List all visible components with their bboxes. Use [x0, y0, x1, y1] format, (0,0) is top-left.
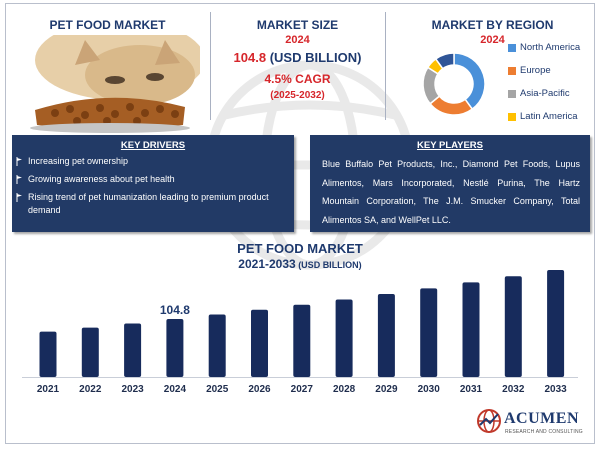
region-donut-chart	[422, 52, 486, 116]
logo-tagline: RESEARCH AND CONSULTING	[505, 429, 583, 435]
chart-title: PET FOOD MARKET	[237, 241, 363, 256]
driver-item: Rising trend of pet humanization leading…	[16, 191, 294, 217]
legend-swatch	[508, 43, 516, 52]
x-tick-label: 2025	[206, 384, 229, 395]
bar-2021	[39, 331, 57, 377]
flag-bullet-icon	[16, 193, 22, 202]
market-size-value: 104.8	[233, 50, 267, 65]
cat-eating-image	[15, 35, 200, 133]
key-drivers-panel: KEY DRIVERS Increasing pet ownership Gro…	[12, 135, 294, 232]
bar-2033	[547, 270, 565, 377]
x-tick-label: 2029	[375, 384, 398, 395]
x-tick-label: 2033	[544, 384, 567, 395]
chart-subtitle: 2021-2033 (USD BILLION)	[0, 257, 600, 271]
region-title: MARKET BY REGION	[431, 18, 554, 32]
driver-text: Growing awareness about pet health	[28, 174, 175, 184]
data-label-2033: 155.4	[541, 265, 571, 268]
separator-right	[385, 12, 386, 120]
legend-item: North America	[508, 36, 580, 59]
legend-label: Asia-Pacific	[520, 88, 570, 99]
x-tick-label: 2032	[502, 384, 525, 395]
market-size-unit: (USD BILLION)	[269, 50, 362, 65]
x-tick-label: 2026	[248, 384, 271, 395]
data-label-2024: 104.8	[160, 303, 190, 317]
bar-2025	[208, 314, 226, 377]
key-players-title: KEY PLAYERS	[417, 140, 483, 151]
x-tick-label: 2030	[418, 384, 441, 395]
driver-item: Growing awareness about pet health	[16, 173, 294, 186]
key-drivers-title: KEY DRIVERS	[120, 140, 186, 151]
market-size-year: 2024	[285, 34, 310, 46]
bar-2031	[462, 282, 480, 377]
bar-2022	[81, 327, 99, 377]
cagr-period: (2025-2032)	[270, 90, 325, 101]
flag-bullet-icon	[16, 175, 22, 184]
bar-2032	[504, 276, 522, 377]
bar-chart: 2021 2022 2023 2024 104.8 2025 2026 2027 2028 202…	[22, 265, 578, 395]
donut-slice-north-america	[453, 52, 486, 111]
infographic-frame	[5, 3, 595, 444]
chart-subtitle-years: 2021-2033	[238, 257, 296, 271]
x-tick-label: 2031	[460, 384, 483, 395]
separator-left	[210, 12, 211, 120]
bar-2024	[166, 319, 184, 377]
legend-label: Latin America	[520, 111, 578, 122]
bar-2027	[293, 304, 311, 377]
region-legend: North America Europe Asia-Pacific Latin Ame…	[508, 36, 580, 151]
legend-swatch	[508, 66, 516, 75]
x-tick-label: 2022	[79, 384, 102, 395]
market-size-title: MARKET SIZE	[256, 18, 339, 32]
legend-item: Latin America	[508, 105, 580, 128]
key-players-panel: KEY PLAYERS Blue Buffalo Pet Products, I…	[310, 135, 590, 232]
x-tick-label: 2021	[37, 384, 60, 395]
legend-label: North America	[520, 42, 581, 53]
key-players-text: Blue Buffalo Pet Products, Inc., Diamond…	[322, 159, 580, 225]
driver-item: Increasing pet ownership	[16, 155, 294, 168]
driver-text: Increasing pet ownership	[28, 156, 129, 166]
x-tick-label: 2024	[164, 384, 187, 395]
bar-2028	[335, 299, 353, 377]
legend-item: Europe	[508, 59, 580, 82]
chart-subtitle-unit: (USD BILLION)	[295, 260, 362, 270]
legend-item: Asia-Pacific	[508, 82, 580, 105]
bar-2030	[420, 288, 438, 377]
x-tick-label: 2028	[333, 384, 356, 395]
legend-swatch	[508, 89, 516, 98]
market-size-value-line: 104.8 (USD BILLION)	[215, 50, 380, 65]
bar-2029	[377, 294, 395, 377]
acumen-logo-icon	[477, 409, 501, 433]
legend-label: Europe	[520, 65, 551, 76]
bar-2026	[251, 309, 268, 377]
legend-swatch	[508, 112, 516, 121]
logo-name: ACUMEN	[504, 410, 579, 427]
logo: ACUMEN RESEARCH AND CONSULTING	[476, 404, 596, 440]
x-tick-label: 2027	[291, 384, 314, 395]
flag-bullet-icon	[16, 157, 22, 166]
bar-2023	[124, 323, 142, 377]
key-drivers-list: Increasing pet ownership Growing awarene…	[12, 153, 294, 217]
cagr-value: 4.5% CAGR	[264, 72, 331, 86]
product-title: PET FOOD MARKET	[49, 18, 166, 32]
donut-slice-the-mea	[434, 52, 455, 70]
region-year: 2024	[480, 34, 505, 46]
x-tick-label: 2023	[121, 384, 144, 395]
driver-text: Rising trend of pet humanization leading…	[28, 192, 269, 215]
